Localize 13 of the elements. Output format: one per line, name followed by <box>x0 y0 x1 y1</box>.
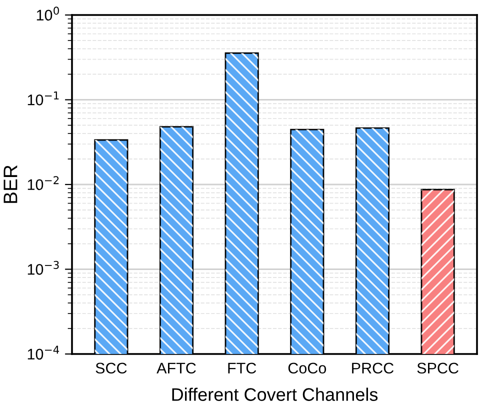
y-tick-label: 10$^{−1}$ <box>28 92 59 106</box>
y-tick-label: 10$^{−4}$ <box>28 346 60 360</box>
x-tick-label: SCC <box>96 362 127 374</box>
y-tick-label: 10$^{0}$ <box>36 6 59 21</box>
x-tick-label: PRCC <box>352 362 394 374</box>
y-tick-label: 10$^{−2}$ <box>28 176 59 190</box>
y-axis-title: BER <box>4 165 18 203</box>
x-tick-label: FTC <box>228 362 256 374</box>
x-tick-label: SPCC <box>417 362 458 374</box>
y-tick-label: 10$^{−3}$ <box>28 260 59 275</box>
x-axis-title: Different Covert Channels <box>172 388 378 401</box>
x-tick-label: CoCo <box>288 362 326 374</box>
x-tick-label: AFTC <box>156 362 196 374</box>
